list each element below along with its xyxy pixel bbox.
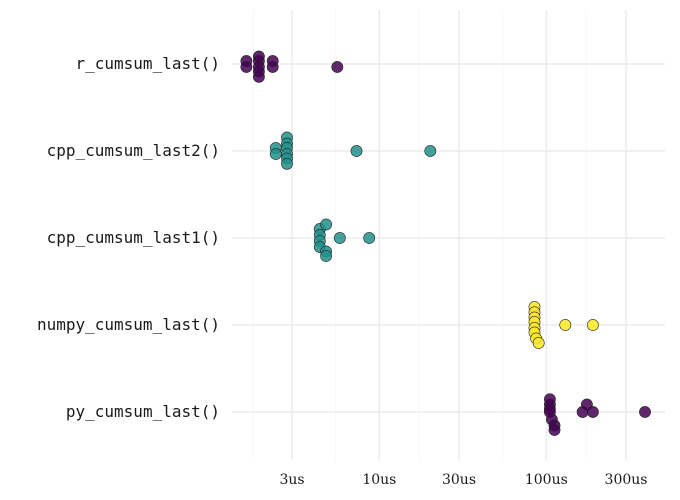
data-point: [587, 319, 599, 331]
category-label: numpy_cumsum_last(): [37, 315, 220, 334]
category-label: cpp_cumsum_last2(): [47, 141, 220, 160]
data-point: [639, 406, 651, 418]
grid-lines: [232, 10, 665, 460]
x-tick-label: 300us: [605, 472, 648, 488]
x-tick-label: 30us: [442, 472, 476, 488]
x-tick-labels: 3us 10us 30us 100us 300us: [279, 472, 647, 488]
data-point: [587, 406, 599, 418]
data-point: [320, 218, 332, 231]
x-tick-label: 10us: [362, 472, 396, 488]
data-point: [252, 70, 265, 83]
data-point: [576, 406, 589, 418]
data-point: [320, 250, 332, 262]
data-point: [240, 61, 253, 73]
category-label: cpp_cumsum_last1(): [47, 228, 220, 247]
category-label: py_cumsum_last(): [66, 402, 220, 421]
category-label: r_cumsum_last(): [76, 54, 221, 73]
data-point: [350, 145, 363, 157]
data-point: [281, 157, 293, 170]
x-tick-label: 3us: [279, 472, 304, 488]
data-point: [331, 61, 344, 73]
data-point: [333, 232, 346, 244]
data-point: [363, 232, 376, 244]
data-point: [559, 319, 572, 331]
data-point: [548, 424, 561, 436]
data-point: [424, 145, 437, 157]
data-point: [532, 337, 545, 349]
data-points: [240, 50, 651, 436]
data-point: [266, 61, 279, 73]
x-tick-label: 100us: [525, 472, 568, 488]
data-point: [269, 148, 282, 160]
category-labels: r_cumsum_last() cpp_cumsum_last2() cpp_cum…: [37, 54, 220, 421]
